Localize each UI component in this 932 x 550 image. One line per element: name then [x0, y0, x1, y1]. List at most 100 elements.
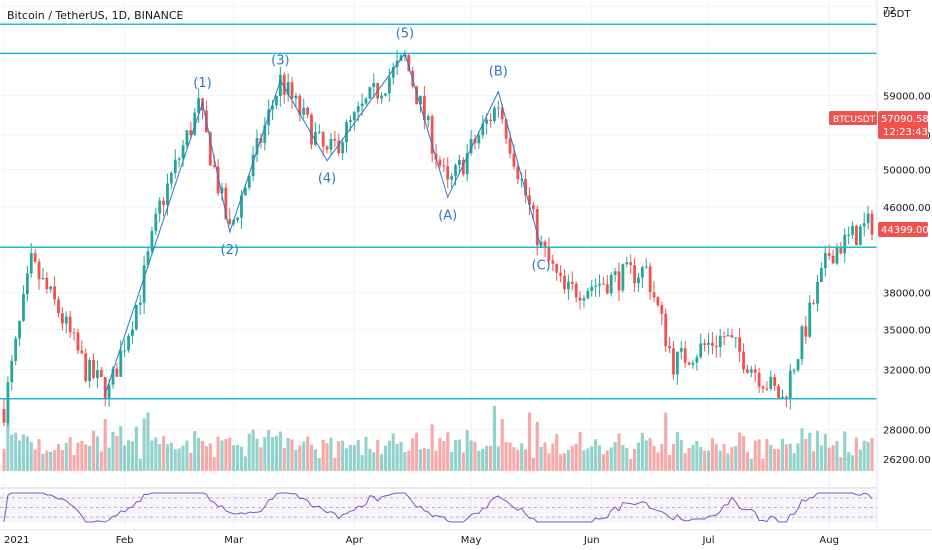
volume-bar — [465, 430, 469, 471]
volume-bar — [621, 445, 625, 471]
volume-bar — [208, 443, 212, 471]
candle-body — [329, 139, 333, 150]
volume-bar — [601, 454, 605, 471]
candle-body — [349, 120, 352, 123]
volume-bar — [613, 442, 617, 471]
candle-body — [808, 302, 812, 337]
candle-body — [193, 112, 197, 136]
candle-body — [259, 138, 263, 143]
volume-bar — [827, 447, 831, 471]
candlestick-series — [2, 50, 874, 427]
volume-bar — [562, 453, 567, 471]
candle-body — [699, 343, 703, 358]
candle-body — [96, 370, 99, 378]
volume-bar — [33, 449, 37, 471]
wave-label: (A) — [438, 208, 457, 223]
candle-body — [236, 217, 239, 221]
volume-bar — [784, 444, 788, 471]
time-axis[interactable]: 2021 Feb Mar Apr May Jun Jul Aug — [0, 529, 932, 546]
candle-body — [683, 348, 687, 363]
volume-bar — [485, 445, 489, 471]
volume-bar — [749, 458, 753, 471]
volume-bar — [162, 436, 166, 471]
candle-body — [302, 107, 306, 115]
horizontal-levels: 69159.0764806.1042042.9129980.05 — [0, 16, 929, 407]
candle-body — [169, 173, 173, 184]
volume-bar — [298, 445, 302, 471]
volume-bar — [706, 450, 711, 471]
candle-body — [703, 343, 707, 345]
wave-label: (5) — [396, 26, 414, 41]
volume-bar — [123, 445, 127, 471]
candle-body — [660, 305, 664, 314]
candle-body — [422, 96, 426, 121]
candle-body — [730, 335, 734, 338]
candle-body — [823, 253, 827, 269]
candle-body — [403, 55, 407, 57]
volume-bar — [597, 445, 602, 471]
volume-bar — [329, 437, 333, 471]
candle-body — [637, 277, 640, 284]
volume-bar — [738, 432, 742, 471]
candle-body — [197, 98, 201, 113]
candle-body — [563, 275, 566, 290]
volume-bar — [800, 428, 804, 471]
volume-bar — [831, 445, 835, 471]
candle-body — [162, 200, 165, 206]
candle-body — [72, 332, 76, 334]
volume-bar — [434, 450, 438, 471]
volume-bar — [173, 449, 177, 471]
volume-bar — [574, 443, 578, 471]
candle-body — [746, 369, 749, 373]
candle-body — [843, 234, 847, 254]
candle-body — [263, 125, 267, 143]
candle-body — [345, 122, 348, 143]
currency-label: USDT — [883, 9, 911, 20]
volume-bar — [516, 449, 520, 471]
candle-body — [454, 165, 457, 177]
volume-bar — [169, 442, 173, 471]
candle-body — [181, 145, 185, 159]
candle-body — [208, 132, 212, 166]
volume-bar — [765, 438, 769, 471]
volume-bar — [115, 436, 119, 471]
volume-bar — [687, 448, 691, 471]
volume-bar — [181, 445, 185, 471]
price-tick-label: 32000.00 — [883, 366, 931, 377]
candle-body — [582, 298, 586, 301]
price-axis[interactable]: 7259000.0054000.0050000.0046000.0038000.… — [876, 0, 932, 530]
candle-body — [337, 140, 341, 154]
elliott-wave-drawing[interactable]: (1) (2) (3) (4) (5) (A) (B) (C) — [104, 26, 551, 395]
volume-bar — [119, 425, 123, 471]
volume-bar — [808, 433, 812, 471]
volume-bar — [547, 453, 551, 471]
candle-body — [364, 98, 368, 104]
volume-bar — [344, 448, 349, 471]
candle-body — [134, 304, 138, 330]
candle-body — [41, 277, 45, 280]
currency-unit[interactable]: USDT — [883, 9, 911, 20]
time-tick-label: May — [461, 535, 482, 546]
candle-body — [788, 370, 792, 400]
candle-body — [286, 82, 290, 95]
candle-body — [6, 382, 10, 423]
volume-bar — [376, 440, 380, 471]
volume-bar — [68, 437, 72, 471]
volume-bar — [648, 437, 652, 471]
volume-bar — [570, 445, 574, 471]
volume-bar — [804, 439, 808, 471]
candle-body — [777, 386, 780, 399]
volume-bar — [407, 450, 411, 471]
volume-bar — [644, 440, 648, 471]
candle-body — [267, 109, 271, 126]
candle-body — [528, 195, 531, 205]
candle-body — [835, 247, 839, 264]
volume-bar — [185, 440, 189, 471]
volume-bar — [56, 444, 61, 471]
volume-bar — [745, 452, 750, 471]
candle-body — [570, 281, 574, 284]
volume-bar — [664, 412, 668, 471]
volume-bar — [582, 450, 586, 471]
volume-bar — [629, 459, 633, 471]
